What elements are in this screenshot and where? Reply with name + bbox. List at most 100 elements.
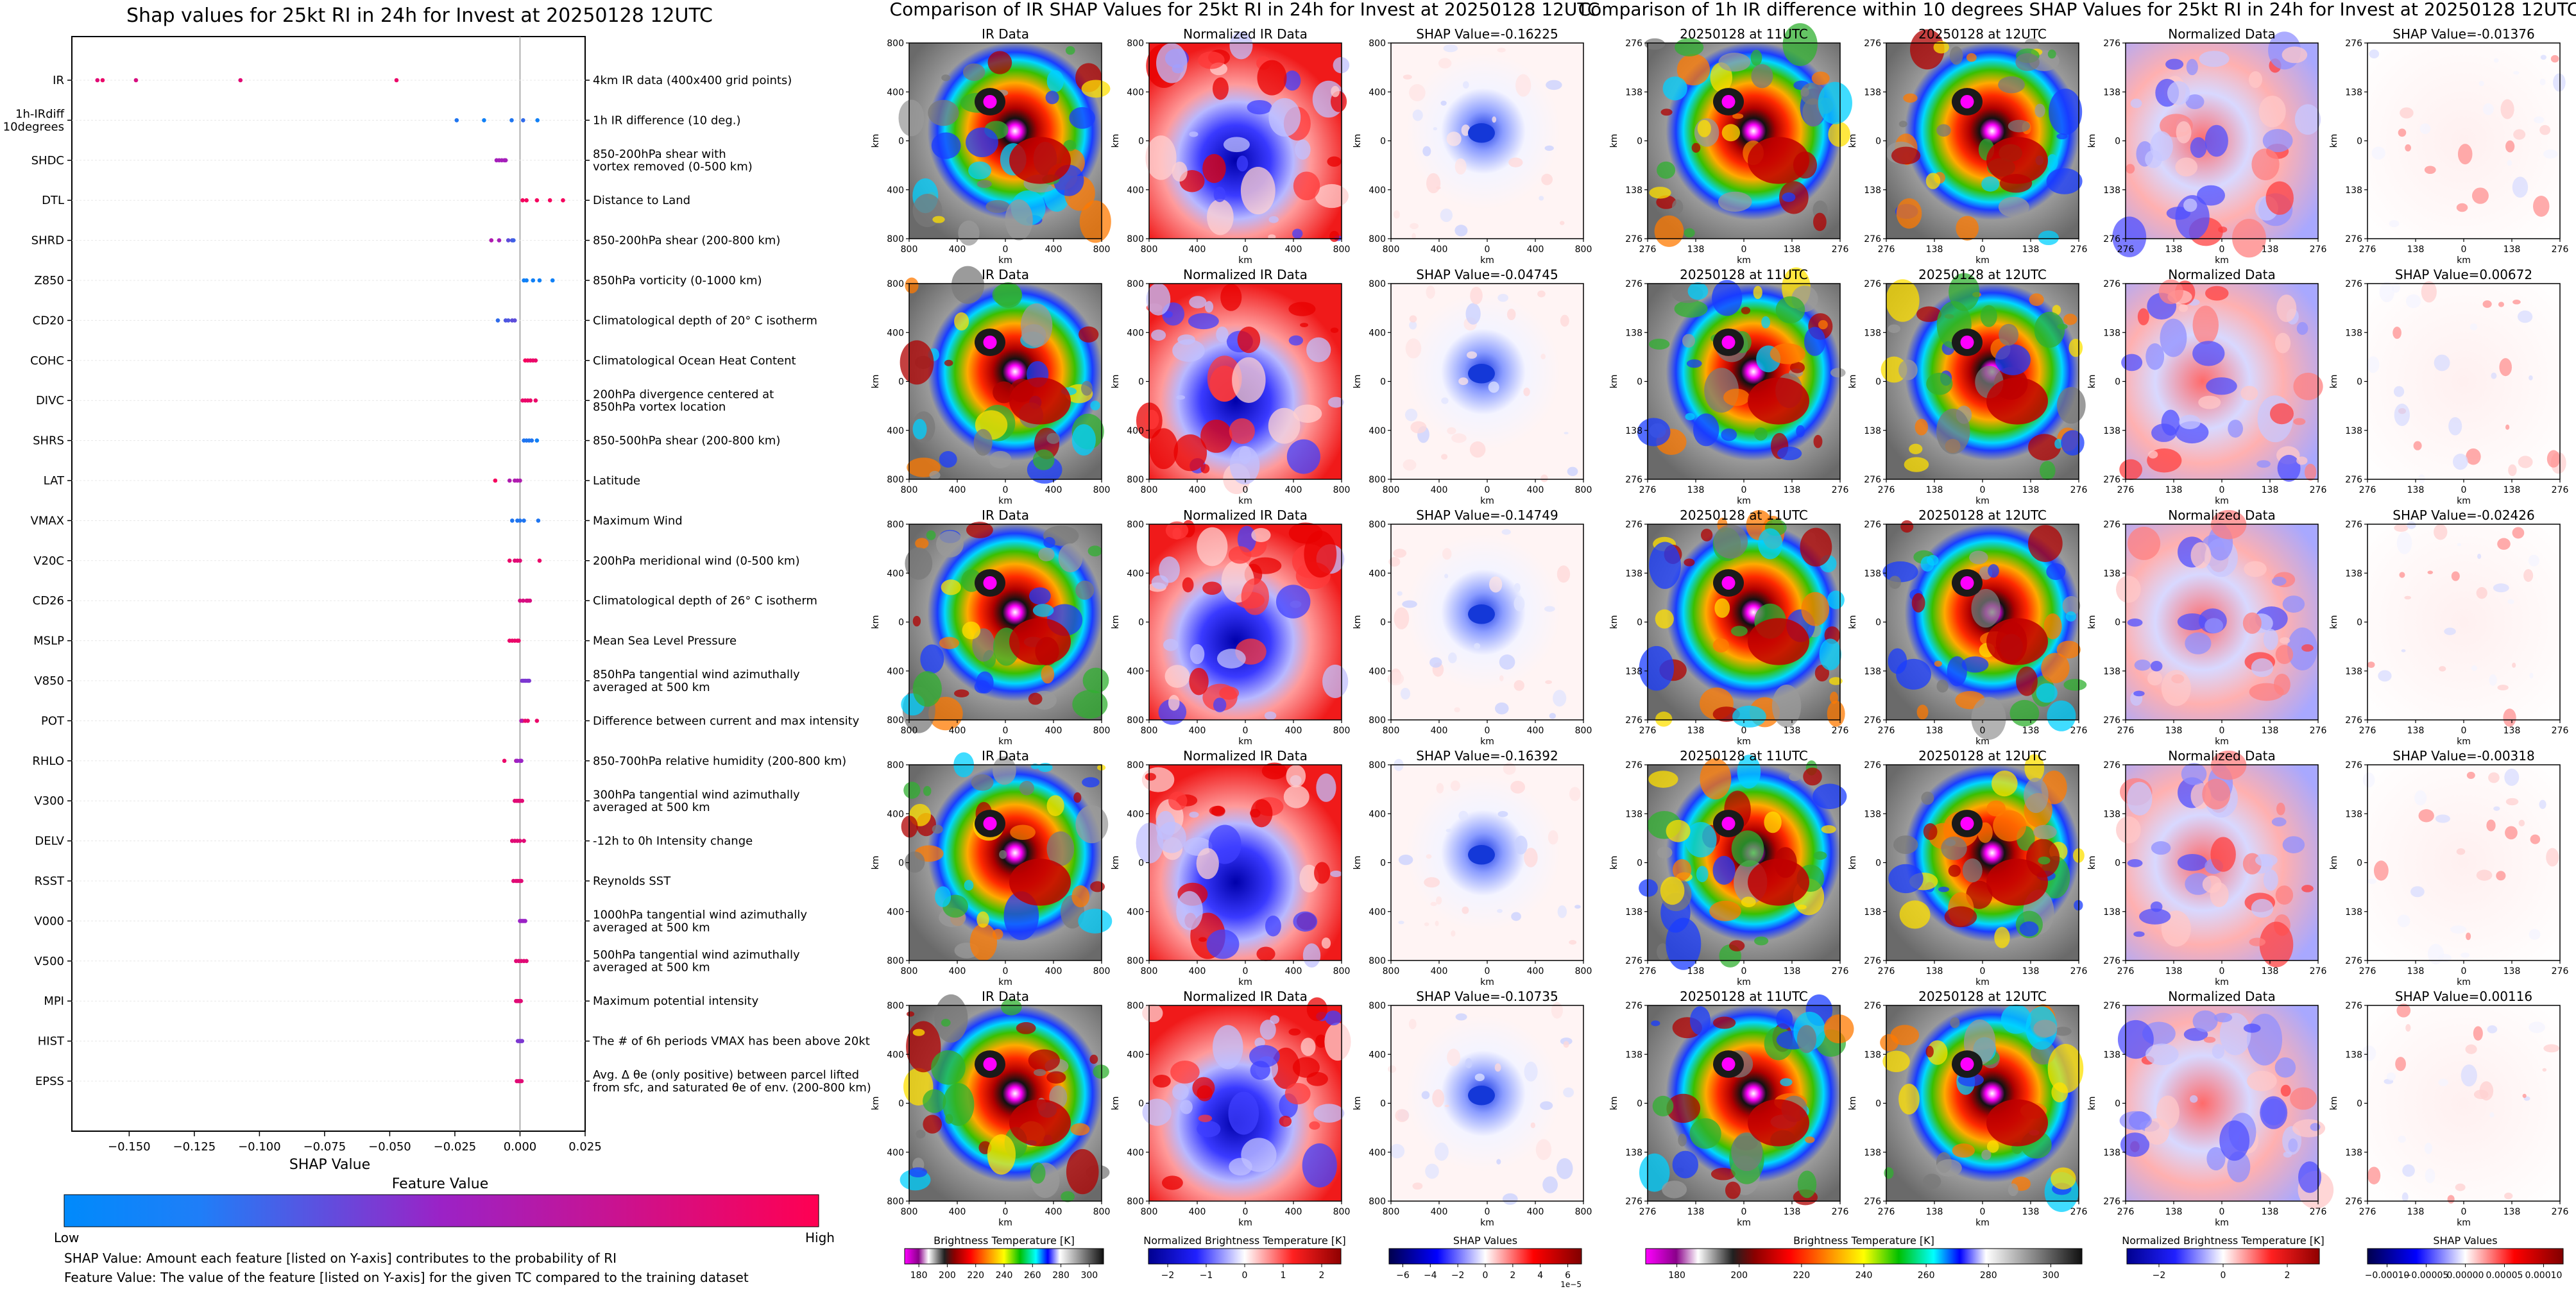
ir-texture	[1718, 53, 1751, 72]
feature-name-label: V000	[34, 914, 64, 928]
shap-point	[537, 278, 542, 283]
y-axis-label: km	[2087, 375, 2097, 389]
colorbar-tick-label: 220	[1793, 1270, 1810, 1281]
ir-texture	[1898, 359, 1918, 380]
y-tick-label: 276	[2345, 279, 2362, 289]
norm-texture	[1145, 135, 1177, 180]
shap2-texture	[2434, 524, 2448, 540]
norm2-image	[2117, 1005, 2334, 1209]
ir-texture	[1803, 767, 1822, 786]
y-tick-label: 0	[2357, 858, 2362, 869]
ir-texture	[1672, 1150, 1699, 1179]
norm-texture	[1212, 1025, 1243, 1070]
norm2-texture	[2246, 1013, 2283, 1066]
norm-texture	[1176, 891, 1203, 930]
colorbar-tick-label: 0.00000	[2447, 1270, 2484, 1281]
convection-band	[1986, 377, 2048, 425]
colorbar-tick-label: −0.00005	[2404, 1270, 2449, 1281]
shap-point	[493, 478, 498, 483]
shap-texture	[1398, 854, 1413, 866]
image-title: 20250128 at 11UTC	[1680, 267, 1808, 282]
shap2-texture	[2533, 196, 2550, 217]
feature-name-label: DIVC	[36, 394, 64, 407]
y-tick-label: 800	[887, 956, 904, 966]
y-tick-label: 800	[1369, 715, 1386, 726]
shap-texture	[1537, 290, 1546, 298]
y-tick-label: 138	[2345, 809, 2362, 819]
shap2-texture	[2489, 1112, 2495, 1118]
ir-panel-title: Comparison of IR SHAP Values for 25kt RI…	[890, 0, 1600, 20]
x-tick-label: 276	[1832, 244, 1849, 255]
image-title: IR Data	[982, 508, 1029, 523]
ir-texture	[1888, 864, 1923, 894]
shap2-texture	[2394, 524, 2409, 532]
shap-texture	[1426, 854, 1432, 859]
norm2-texture	[2117, 1020, 2154, 1059]
colorbar-tick-label: −4	[1424, 1270, 1437, 1281]
shap-texture	[1458, 810, 1469, 821]
ir-texture	[1998, 76, 2025, 94]
ir-texture	[1065, 46, 1075, 55]
ir-texture	[1072, 690, 1108, 719]
norm-texture	[1283, 70, 1301, 91]
ir-colorbars: Brightness Temperature [K]180 200 220 240 26…	[904, 1234, 1582, 1289]
norm-texture	[1288, 335, 1304, 346]
shap2-texture	[2389, 220, 2400, 228]
shap-texture	[1497, 811, 1508, 817]
shap2-texture	[2496, 871, 2506, 881]
x-tick-label: 0	[1485, 966, 1490, 977]
y-tick-label: 276	[1625, 234, 1642, 244]
ir-texture	[1789, 362, 1805, 373]
shap2-texture	[2450, 925, 2467, 934]
ir-texture	[1782, 23, 1818, 66]
norm-texture	[1286, 764, 1306, 788]
shap-texture	[1402, 600, 1417, 608]
y-tick-label: 0	[1380, 137, 1386, 147]
ir-texture	[912, 418, 927, 440]
x-tick-label: 400	[1285, 244, 1302, 255]
ir-texture	[1721, 428, 1737, 441]
norm2-texture	[2276, 295, 2297, 322]
shap2-texture	[2439, 666, 2446, 672]
image-title: IR Data	[982, 748, 1029, 764]
x-tick-label: 276	[2310, 485, 2327, 495]
shap-texture	[1466, 351, 1478, 359]
shap2-texture	[2513, 129, 2526, 140]
norm2-texture	[2301, 885, 2314, 892]
x-tick-label: 138	[1687, 966, 1705, 977]
shap-texture	[1409, 315, 1417, 323]
shap-texture	[1440, 100, 1447, 106]
y-tick-label: 800	[1369, 1001, 1386, 1011]
shap2-texture	[2397, 914, 2410, 928]
norm-texture	[1302, 943, 1321, 968]
shap2-texture	[2476, 587, 2487, 599]
norm-image	[1142, 997, 1351, 1202]
shap-texture	[1448, 652, 1457, 663]
norm-texture	[1313, 1104, 1345, 1123]
convection-band	[1009, 1099, 1071, 1147]
y-tick-label: 276	[2103, 234, 2120, 244]
norm2-texture	[2293, 418, 2306, 425]
shap2-texture	[2512, 527, 2525, 539]
ir-texture	[2008, 119, 2031, 133]
feature-description-label: Climatological depth of 20° C isotherm	[593, 314, 817, 327]
shap-texture	[1440, 208, 1453, 223]
x-tick-label: 138	[1784, 485, 1801, 495]
shap-image	[1390, 758, 1584, 961]
ir-texture	[966, 127, 998, 157]
ir-texture	[1660, 876, 1685, 905]
x-axis-label: km	[1737, 737, 1751, 747]
shap2-image	[2367, 281, 2566, 484]
shap2-texture	[2465, 1044, 2477, 1054]
ir-texture	[2019, 921, 2039, 937]
shap-texture	[1540, 1101, 1553, 1111]
y-tick-label: 800	[1369, 956, 1386, 966]
ir-texture	[992, 283, 1022, 306]
ir-texture	[920, 644, 944, 674]
norm-texture	[1286, 439, 1320, 474]
diff-colorbars: Brightness Temperature [K]180 200 220 240 26…	[1645, 1234, 2564, 1281]
y-tick-label: 138	[1625, 809, 1642, 819]
ir-texture	[1676, 53, 1710, 86]
shap-texture	[1514, 835, 1528, 855]
